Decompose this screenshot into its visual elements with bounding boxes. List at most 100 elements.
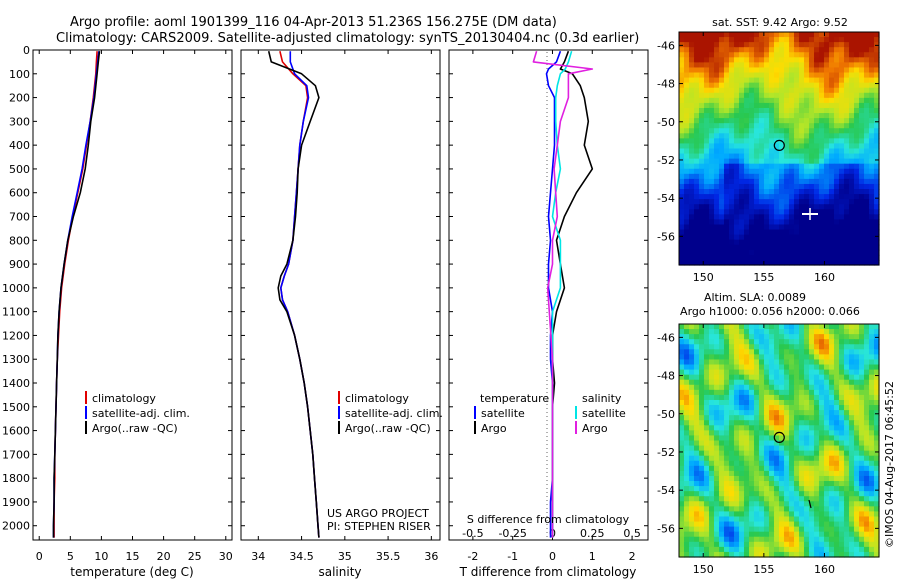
heatmap-cell <box>814 97 820 104</box>
heatmap-cell <box>864 107 870 114</box>
heatmap-cell <box>769 254 775 261</box>
heatmap-cell <box>804 481 810 487</box>
heatmap-cell <box>874 168 880 175</box>
depth-tick-label: 1800 <box>2 472 30 485</box>
heatmap-cell <box>774 389 780 396</box>
heatmap-cell <box>784 37 790 43</box>
heatmap-cell <box>744 551 750 558</box>
heatmap-cell <box>849 470 855 477</box>
heatmap-cell <box>694 521 700 528</box>
credit-text: ©IMOS 04-Aug-2017 06:45:52 <box>883 381 896 548</box>
heatmap-cell <box>779 92 785 99</box>
heatmap-cell <box>689 239 695 246</box>
heatmap-cell <box>864 178 870 185</box>
heatmap-cell <box>719 410 725 416</box>
heatmap-cell <box>734 107 740 114</box>
heatmap-cell <box>724 460 730 467</box>
heatmap-cell <box>684 551 690 558</box>
heatmap-cell <box>834 234 840 241</box>
heatmap-cell <box>724 92 730 99</box>
heatmap-cell <box>819 118 825 124</box>
heatmap-cell <box>714 531 720 538</box>
heatmap-cell <box>799 339 805 345</box>
heatmap-cell <box>794 521 800 528</box>
heatmap-cell <box>764 194 770 200</box>
heatmap-cell <box>694 435 700 442</box>
heatmap-cell <box>779 107 785 114</box>
heatmap-cell <box>824 199 830 205</box>
heatmap-cell <box>779 546 785 553</box>
heatmap-cell <box>724 359 730 366</box>
heatmap-cell <box>774 445 780 452</box>
heatmap-cell <box>729 87 735 94</box>
heatmap-cell <box>819 128 825 134</box>
heatmap-cell <box>809 440 815 447</box>
heatmap-cell <box>724 475 730 482</box>
heatmap-cell <box>839 364 845 371</box>
heatmap-cell <box>729 339 735 345</box>
heatmap-cell <box>749 475 755 482</box>
heatmap-cell <box>829 339 835 345</box>
heatmap-cell <box>704 324 710 330</box>
heatmap-cell <box>834 420 840 426</box>
heatmap-cell <box>814 486 820 492</box>
sla-map-panel: Altim. SLA: 0.0089 Argo h1000: 0.056 h20… <box>657 291 880 576</box>
heatmap-cell <box>724 52 730 58</box>
heatmap-cell <box>864 425 870 431</box>
heatmap-cell <box>839 511 845 518</box>
heatmap-cell <box>814 541 820 548</box>
heatmap-cell <box>704 259 710 266</box>
heatmap-cell <box>859 239 865 246</box>
heatmap-cell <box>799 359 805 366</box>
heatmap-cell <box>824 475 830 482</box>
heatmap-cell <box>749 118 755 124</box>
heatmap-cell <box>769 435 775 442</box>
heatmap-cell <box>839 526 845 533</box>
heatmap-cell <box>779 531 785 538</box>
heatmap-cell <box>744 546 750 553</box>
heatmap-cell <box>824 344 830 350</box>
heatmap-cell <box>754 339 760 345</box>
heatmap-cell <box>764 475 770 482</box>
heatmap-cell <box>814 52 820 58</box>
heatmap-cell <box>679 143 685 150</box>
heatmap-cell <box>754 224 760 231</box>
heatmap-cell <box>684 455 690 462</box>
heatmap-cell <box>824 460 830 467</box>
heatmap-cell <box>684 379 690 386</box>
heatmap-cell <box>774 369 780 376</box>
heatmap-cell <box>759 450 765 457</box>
heatmap-cell <box>734 62 740 69</box>
heatmap-cell <box>869 123 875 129</box>
heatmap-cell <box>804 536 810 543</box>
heatmap-cell <box>719 455 725 462</box>
heatmap-cell <box>729 435 735 442</box>
heatmap-cell <box>709 87 715 94</box>
heatmap-cell <box>874 536 880 543</box>
heatmap-cell <box>684 465 690 472</box>
heatmap-cell <box>869 249 875 256</box>
difference-depth-ticks <box>449 49 648 527</box>
heatmap-cell <box>834 168 840 175</box>
heatmap-cell <box>744 259 750 266</box>
heatmap-cell <box>804 425 810 431</box>
heatmap-cell <box>874 57 880 63</box>
heatmap-cell <box>754 440 760 447</box>
argo-location-marker <box>773 139 785 151</box>
heatmap-cell <box>759 374 765 381</box>
heatmap-cell <box>769 486 775 492</box>
heatmap-cell <box>769 339 775 345</box>
heatmap-cell <box>704 128 710 134</box>
heatmap-cell <box>839 516 845 523</box>
heatmap-cell <box>844 339 850 345</box>
heatmap-cell <box>844 374 850 381</box>
heatmap-cell <box>864 209 870 215</box>
heatmap-cell <box>834 460 840 467</box>
heatmap-cell <box>794 153 800 160</box>
heatmap-cell <box>709 399 715 406</box>
heatmap-cell <box>834 435 840 442</box>
heatmap-cell <box>864 158 870 165</box>
salinity-legend: climatology satellite-adj. clim. Argo(..… <box>338 391 443 435</box>
heatmap-cell <box>774 97 780 104</box>
